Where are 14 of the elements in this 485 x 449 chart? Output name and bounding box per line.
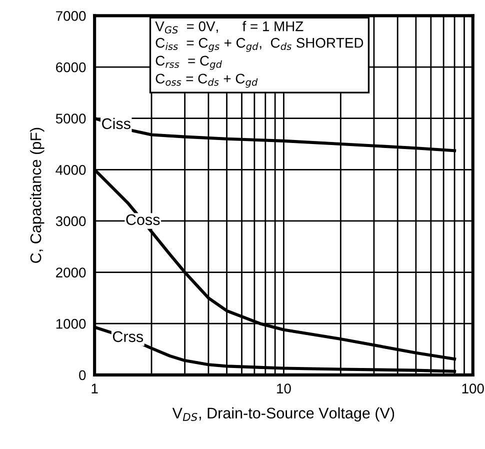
text: V$_{GS}$ = 0V, f = 1 MHZ C$_{iss}$ = C$_{gs}$ + C$_{gd}$, C$_{ds}$ SHORTED C$_{rss}$ = C$_{gd}$ C$_{oss}$ = C$_{ds}$ + C$_{gd}$ bbox=[155, 21, 364, 88]
y-tick-label: 1000 bbox=[56, 318, 86, 329]
x-tick-label: 10 bbox=[277, 384, 291, 394]
x-axis-title: V$_{DS}$, Drain-to-Source Voltage (V) bbox=[172, 407, 394, 422]
x-tick-label: 1 bbox=[92, 384, 98, 394]
y-tick-label: 5000 bbox=[56, 114, 86, 124]
y-tick-label: 2000 bbox=[56, 268, 86, 278]
y-tick-label: 4000 bbox=[56, 164, 86, 175]
y-tick-label: 0 bbox=[79, 370, 86, 380]
y-tick-label: 6000 bbox=[56, 62, 86, 72]
y-tick-label: 7000 bbox=[56, 11, 86, 21]
y-tick-label: 3000 bbox=[56, 216, 86, 226]
y-axis-title: C, Capacitance (pF) bbox=[30, 128, 44, 263]
x-tick-label: 100 bbox=[462, 384, 484, 394]
